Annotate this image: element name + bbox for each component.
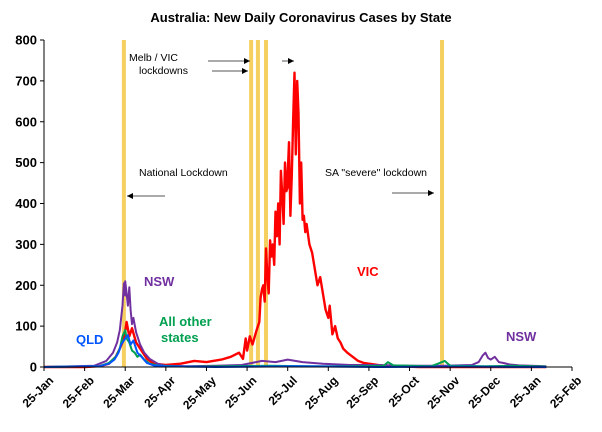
x-tick-label: 25-May	[180, 373, 219, 412]
x-tick-label: 25-Apr	[141, 373, 178, 410]
x-tick-label: 25-Jan	[507, 373, 544, 410]
series-line-nsw	[43, 280, 547, 368]
x-tick-label: 25-Dec	[465, 373, 503, 411]
y-tick-label: 200	[15, 278, 37, 293]
x-tick-label: 25-Jan	[20, 373, 57, 410]
series-label-2: QLD	[76, 332, 103, 347]
series-line-vic	[44, 71, 547, 369]
lockdown-bar-2	[249, 40, 254, 367]
x-tick-label: 25-Oct	[386, 373, 422, 409]
series-label-4: VIC	[357, 264, 379, 279]
annotation-arrow-3	[392, 190, 434, 196]
x-tick-label: 25-Aug	[302, 373, 341, 412]
annotation-arrow-1b	[212, 68, 248, 74]
x-tick-label: 25-Jul	[266, 373, 300, 407]
lockdown-bars	[121, 40, 445, 367]
lockdown-bar-5	[440, 40, 445, 367]
annotation-arrow-1c	[282, 58, 294, 64]
y-tick-label: 400	[15, 196, 37, 211]
y-tick-label: 800	[15, 33, 37, 48]
y-tick-label: 500	[15, 155, 37, 170]
series-label-5: NSW	[506, 329, 537, 344]
lockdown-bar-1	[121, 40, 126, 367]
x-tick-label: 25-Mar	[100, 373, 137, 410]
x-tick-label: 25-Feb	[547, 373, 584, 410]
series-line-qld	[43, 334, 547, 368]
chart-title: Australia: New Daily Coronavirus Cases b…	[150, 10, 451, 25]
annotation-2: National Lockdown	[139, 167, 228, 179]
annotation-1-line2: lockdowns	[139, 65, 188, 77]
annotation-1: Melb / VIC	[129, 52, 178, 64]
series-label-1: NSW	[144, 274, 175, 289]
x-tick-label: 25-Nov	[424, 373, 462, 411]
lockdown-bar-3	[255, 40, 260, 367]
annotation-arrow-2	[127, 193, 165, 199]
series-label-3: All other	[159, 314, 212, 329]
x-tick-label: 25-Feb	[60, 373, 97, 410]
y-tick-label: 600	[15, 114, 37, 129]
annotation-3: SA "severe" lockdown	[325, 167, 427, 179]
x-tick-label: 25-Jun	[222, 373, 259, 410]
series-lines	[43, 71, 547, 369]
y-tick-label: 100	[15, 319, 37, 334]
lockdown-bar-4	[264, 40, 269, 367]
series-label-3-line2: states	[161, 330, 199, 345]
y-tick-label: 0	[30, 360, 37, 375]
y-tick-label: 700	[15, 73, 37, 88]
annotation-arrow-1a	[208, 58, 250, 64]
y-tick-label: 300	[15, 237, 37, 252]
x-tick-label: 25-Sep	[344, 373, 382, 411]
